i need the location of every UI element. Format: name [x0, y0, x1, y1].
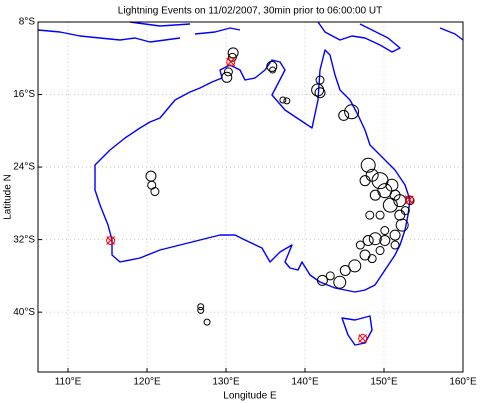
y-tick-label: 32°S: [13, 234, 35, 245]
y-tick-label: 40°S: [13, 307, 35, 318]
lightning-event: [266, 60, 278, 72]
lightning-event: [203, 318, 211, 326]
lightning-event: [339, 264, 351, 276]
islands-coast: [37, 21, 464, 43]
lightning-event: [283, 97, 291, 105]
lightning-event: [197, 306, 205, 314]
lightning-event: [150, 187, 160, 197]
lightning-event: [367, 254, 377, 264]
lightning-event: [400, 206, 410, 216]
x-tick-label: 120°E: [133, 377, 161, 388]
station-cross: [404, 195, 414, 205]
lightning-event: [390, 240, 400, 250]
station-cross: [106, 236, 116, 245]
lightning-event: [227, 47, 239, 59]
lightning-event: [316, 274, 328, 286]
lightning-event: [360, 157, 376, 173]
lightning-event: [279, 96, 287, 104]
coastline: [37, 21, 464, 346]
lightning-event: [269, 66, 277, 74]
lightning-event: [338, 109, 350, 121]
lightning-event: [197, 303, 205, 311]
station-cross: [358, 334, 368, 343]
x-axis-label: Longitude E: [223, 391, 277, 402]
x-tick-label: 110°E: [55, 377, 82, 388]
lightning-event: [389, 229, 401, 241]
station-cross: [226, 57, 236, 67]
new-guinea-coast: [317, 21, 401, 53]
lightning-event: [325, 271, 335, 281]
x-tick-label: 150°E: [370, 377, 398, 388]
lightning-event: [333, 275, 347, 289]
lightning-event: [362, 235, 374, 247]
y-tick-label: 8°S: [19, 17, 36, 28]
lightning-event: [223, 67, 233, 77]
lightning-event: [375, 245, 385, 255]
y-tick-label: 16°S: [13, 89, 35, 100]
y-tick-label: 24°S: [13, 162, 35, 173]
lightning-event: [344, 104, 360, 120]
x-tick-label: 140°E: [291, 377, 319, 388]
lightning-event: [315, 75, 325, 85]
lightning-event: [227, 52, 237, 62]
x-tick-label: 160°E: [449, 377, 477, 388]
station-marker: [106, 236, 116, 246]
plot-frame: [37, 21, 464, 373]
lightning-event: [368, 232, 382, 246]
lightning-event: [375, 210, 385, 220]
australia-coast: [94, 49, 411, 293]
lightning-event: [382, 197, 398, 213]
lightning-event: [369, 189, 381, 201]
lightning-event: [395, 218, 409, 232]
lightning-event: [355, 240, 365, 250]
lightning-event: [365, 210, 375, 220]
chart-title: Lightning Events on 11/02/2007, 30min pr…: [118, 6, 382, 17]
station-marker: [404, 195, 414, 205]
x-tick-label: 130°E: [212, 377, 240, 388]
lightning-event: [348, 259, 362, 273]
lightning-event: [379, 235, 391, 247]
tasmania-coast: [341, 315, 373, 346]
lightning-event: [221, 71, 233, 83]
lightning-event: [380, 226, 390, 236]
lightning-event: [359, 175, 371, 187]
lightning-event: [394, 209, 406, 221]
plot-area: [38, 22, 463, 372]
lightning-event: [405, 196, 415, 206]
station-marker: [358, 333, 368, 343]
lightning-event: [314, 87, 326, 99]
y-axis-label: Latitude N: [3, 174, 14, 220]
station-marker: [226, 57, 236, 67]
